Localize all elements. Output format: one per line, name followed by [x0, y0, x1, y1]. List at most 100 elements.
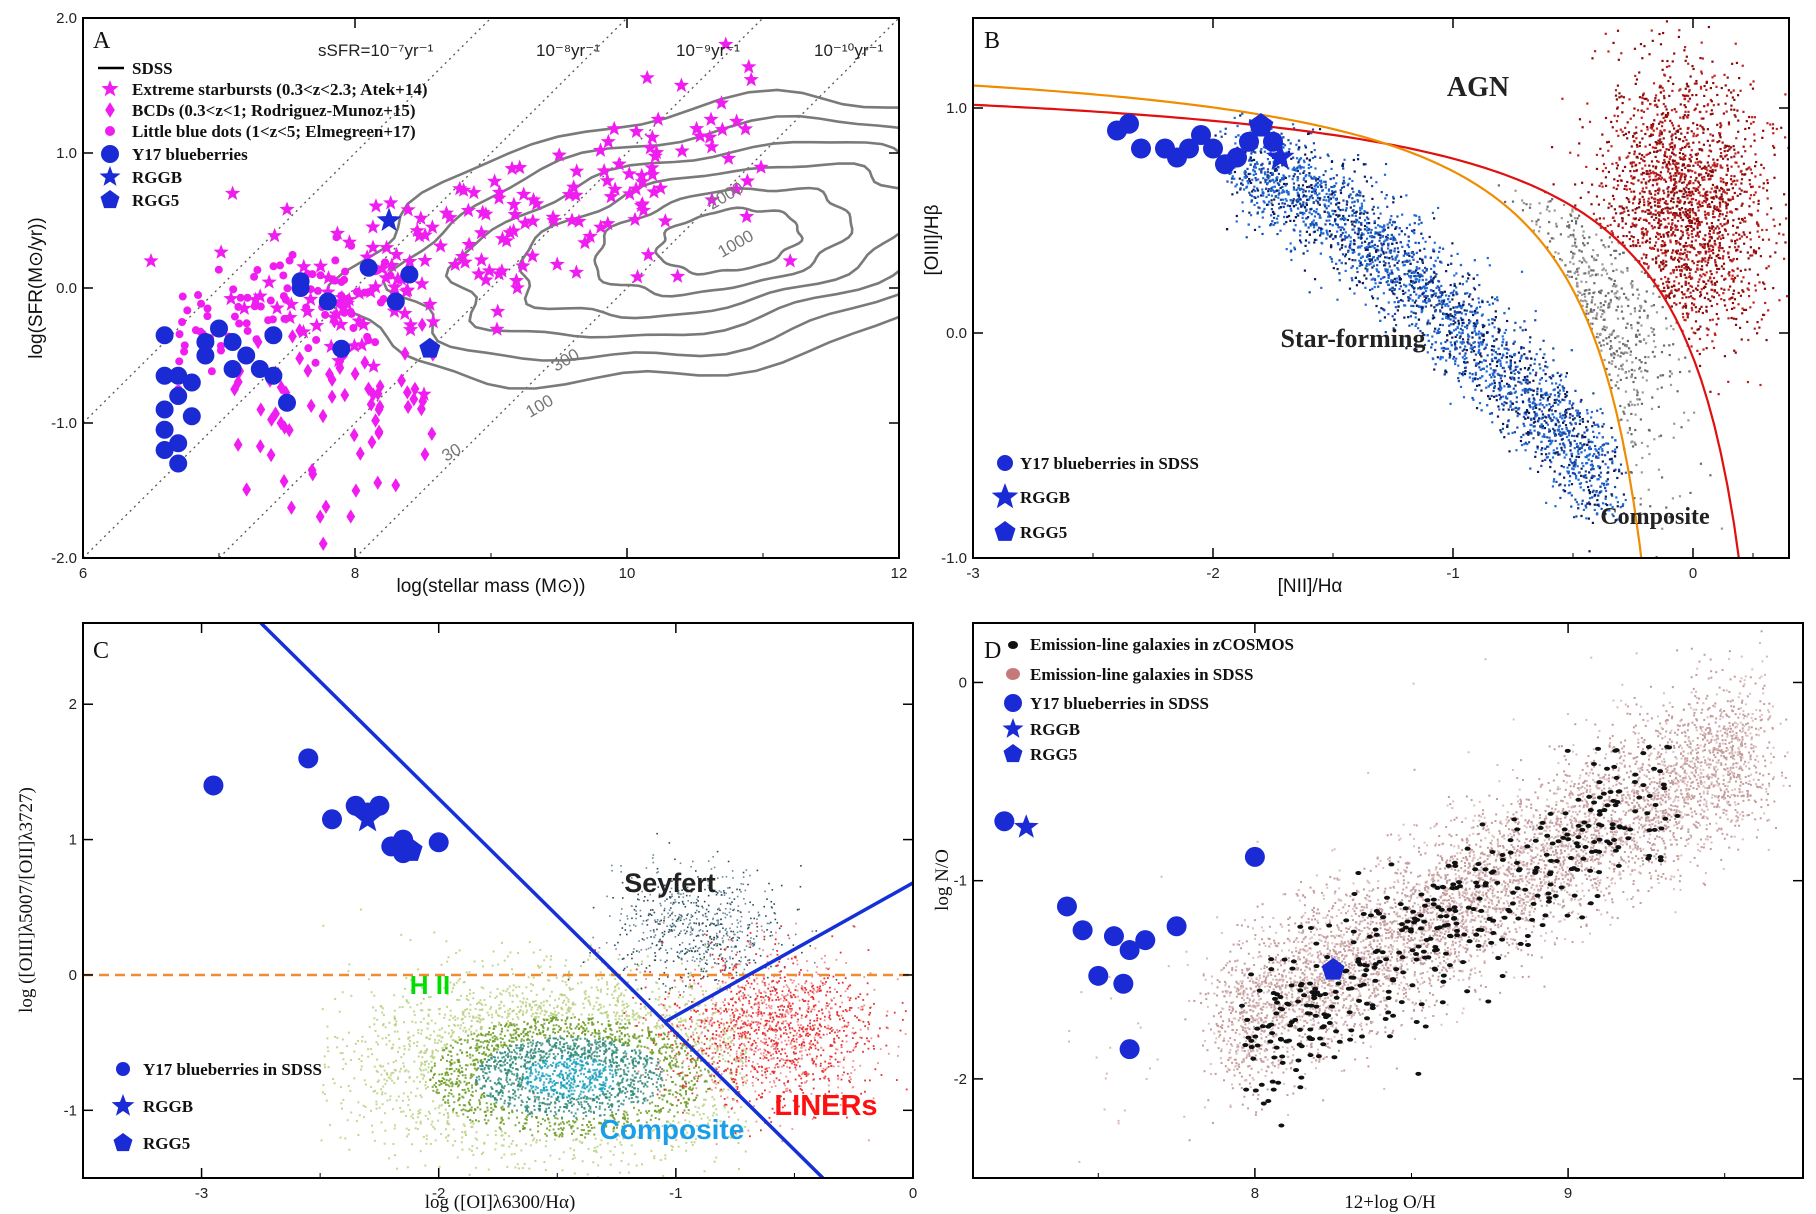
agn-point: [1770, 207, 1773, 210]
starburst-point: [606, 120, 622, 136]
star-forming-point: [1293, 229, 1296, 232]
agn-point: [1684, 106, 1687, 109]
star-forming-point: [1383, 316, 1387, 319]
star-forming-point: [1474, 322, 1477, 326]
star-forming-point: [1403, 316, 1406, 319]
star-forming-point: [1344, 262, 1347, 265]
star-forming-point: [1306, 185, 1309, 189]
star-forming-point: [1289, 207, 1292, 211]
composite-point: [1627, 370, 1631, 373]
star-forming-point: [1543, 433, 1546, 436]
agn-point: [1718, 294, 1721, 297]
star-forming-point: [1328, 213, 1331, 216]
agn-point: [1762, 182, 1765, 185]
star-forming-point: [1364, 303, 1367, 306]
star-forming-point: [1325, 229, 1328, 232]
agn-point: [1660, 113, 1663, 116]
agn-point: [1647, 200, 1650, 203]
star-forming-point: [1254, 176, 1257, 180]
star-forming-point: [1582, 464, 1585, 468]
agn-point: [1669, 163, 1672, 166]
composite-point: [1596, 254, 1600, 257]
agn-point: [1696, 163, 1699, 166]
composite-point: [1613, 292, 1616, 295]
agn-point: [1637, 202, 1641, 205]
agn-point: [1698, 165, 1701, 168]
star-forming-point: [1457, 302, 1461, 305]
star-forming-point: [1384, 197, 1387, 200]
agn-point: [1685, 144, 1688, 147]
star-forming-point: [1383, 173, 1387, 176]
agn-point: [1753, 116, 1757, 119]
lbd-point: [352, 287, 361, 296]
star-forming-point: [1387, 244, 1390, 247]
agn-point: [1694, 270, 1697, 273]
star-forming-point: [1353, 170, 1356, 173]
star-forming-point: [1559, 483, 1562, 486]
agn-point: [1684, 178, 1687, 181]
agn-point: [1686, 232, 1689, 235]
lbd-point: [175, 330, 184, 339]
star-forming-point: [1517, 408, 1520, 411]
agn-point: [1773, 176, 1776, 179]
composite-point: [1646, 370, 1649, 373]
agn-point: [1623, 210, 1626, 213]
legend-diamond: [105, 102, 115, 118]
agn-point: [1715, 196, 1718, 199]
star-forming-point: [1356, 219, 1359, 222]
agn-point: [1675, 167, 1678, 170]
agn-point: [1683, 158, 1687, 161]
agn-point: [1651, 124, 1655, 127]
composite-point: [1550, 237, 1553, 240]
composite-point: [1559, 233, 1562, 236]
composite-point: [1668, 375, 1672, 378]
composite-point: [1573, 272, 1576, 275]
agn-point: [1725, 214, 1728, 218]
agn-point: [1701, 259, 1704, 262]
star-forming-point: [1614, 451, 1617, 454]
star-forming-point: [1423, 343, 1427, 347]
agn-point: [1657, 122, 1661, 125]
star-forming-point: [1543, 392, 1546, 395]
star-forming-point: [1482, 334, 1485, 338]
agn-point: [1752, 251, 1756, 254]
starburst-point: [546, 212, 562, 228]
agn-point: [1720, 298, 1723, 301]
star-forming-point: [1244, 150, 1247, 154]
agn-point: [1737, 245, 1740, 248]
agn-point: [1714, 189, 1717, 192]
agn-point: [1749, 145, 1752, 148]
composite-point: [1572, 262, 1575, 266]
bcd-point: [427, 426, 437, 441]
agn-point: [1676, 214, 1679, 217]
star-forming-point: [1485, 331, 1489, 334]
star-forming-point: [1299, 202, 1302, 205]
star-forming-point: [1589, 463, 1592, 467]
star-forming-point: [1356, 158, 1360, 161]
agn-point: [1668, 157, 1671, 161]
agn-point: [1709, 205, 1712, 208]
agn-point: [1775, 242, 1778, 245]
agn-point: [1756, 209, 1760, 212]
agn-point: [1663, 243, 1666, 247]
composite-point: [1586, 303, 1589, 306]
composite-point: [1628, 347, 1631, 350]
agn-point: [1678, 301, 1682, 305]
composite-point: [1652, 304, 1656, 307]
agn-point: [1620, 95, 1623, 98]
star-forming-point: [1444, 303, 1447, 306]
agn-point: [1625, 206, 1628, 209]
star-forming-point: [1553, 401, 1556, 404]
agn-point: [1690, 327, 1693, 330]
composite-point: [1601, 263, 1604, 266]
agn-point: [1632, 161, 1636, 164]
star-forming-point: [1327, 154, 1330, 158]
starburst-point: [507, 206, 523, 222]
agn-point: [1684, 282, 1687, 285]
star-forming-point: [1431, 314, 1435, 317]
star-forming-point: [1468, 295, 1471, 298]
agn-point: [1641, 102, 1644, 105]
star-forming-point: [1302, 195, 1305, 198]
agn-point: [1695, 157, 1699, 161]
agn-point: [1681, 94, 1685, 97]
